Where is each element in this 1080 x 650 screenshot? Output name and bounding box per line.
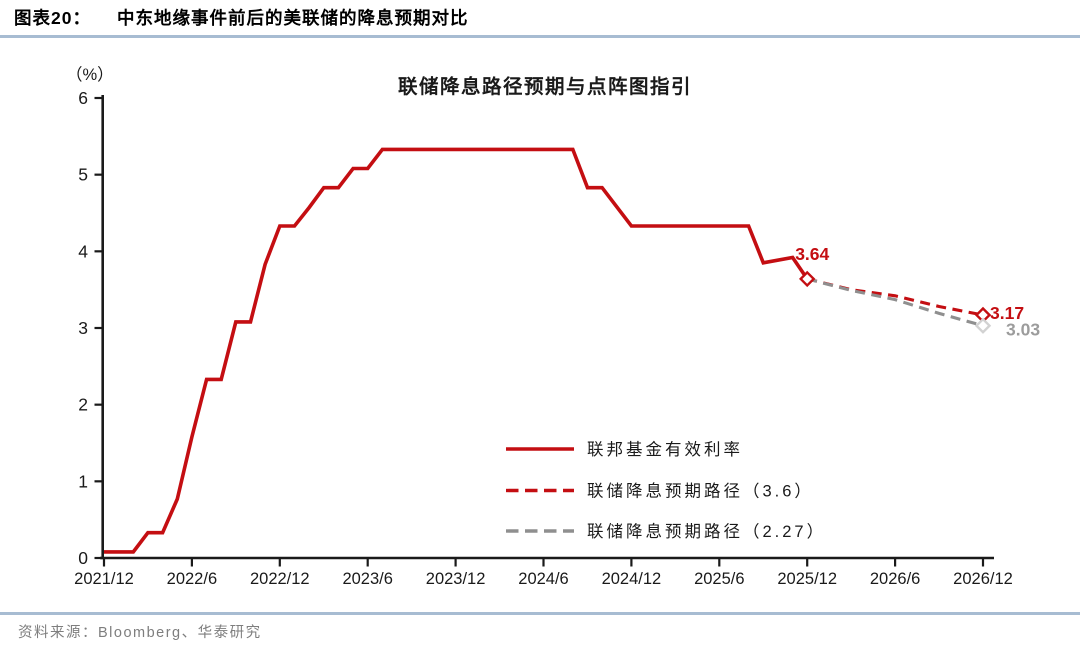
legend-label-1: 联邦基金有效利率: [587, 440, 743, 459]
x-tick-label: 2023/12: [426, 570, 486, 588]
x-tick-label: 2026/12: [953, 570, 1013, 588]
chart-title: 联储降息路径预期与点阵图指引: [398, 75, 692, 98]
x-tick-label: 2021/12: [74, 570, 134, 588]
x-tick-label: 2024/12: [602, 570, 662, 588]
effr-line: [104, 147, 809, 554]
legend-label-3: 联储降息预期路径（2.27）: [587, 522, 826, 541]
x-tick-label: 2025/6: [694, 570, 744, 588]
y-tick-label: 3: [78, 318, 88, 338]
y-axis-unit-label: （%）: [66, 65, 114, 84]
cut-path-3.6-line: [806, 277, 984, 317]
y-tick-label: 6: [78, 88, 88, 108]
footer-divider: [0, 612, 1080, 615]
legend-label-2: 联储降息预期路径（3.6）: [587, 482, 814, 501]
y-tick-label: 5: [78, 165, 88, 185]
dot-path-2.27-end: [974, 317, 992, 334]
x-tick-label: 2022/12: [250, 570, 310, 588]
annotation-3.03: 3.03: [1006, 320, 1040, 340]
y-tick-label: 2: [78, 395, 88, 415]
report-header: 图表20： 中东地缘事件前后的美联储的降息预期对比: [14, 5, 468, 30]
header-divider: [0, 35, 1080, 38]
x-tick-label: 2022/6: [167, 570, 217, 588]
figure-number-label: 图表20：: [14, 8, 91, 28]
x-tick-label: 2026/6: [870, 570, 920, 588]
y-tick-label: 0: [78, 548, 88, 568]
annotation-3.64: 3.64: [795, 244, 829, 264]
page-title: 中东地缘事件前后的美联储的降息预期对比: [116, 8, 469, 28]
source-note: 资料来源：Bloomberg、华泰研究: [18, 625, 262, 641]
y-tick-label: 4: [78, 241, 88, 261]
annotation-3.17: 3.17: [990, 303, 1024, 323]
dot-effr-end: [799, 270, 816, 288]
y-tick-label: 1: [78, 471, 88, 491]
cut-path-2.27-line: [806, 277, 984, 328]
x-tick-label: 2023/6: [342, 570, 392, 588]
x-tick-label: 2025/12: [777, 570, 837, 588]
x-tick-label: 2024/6: [518, 570, 568, 588]
